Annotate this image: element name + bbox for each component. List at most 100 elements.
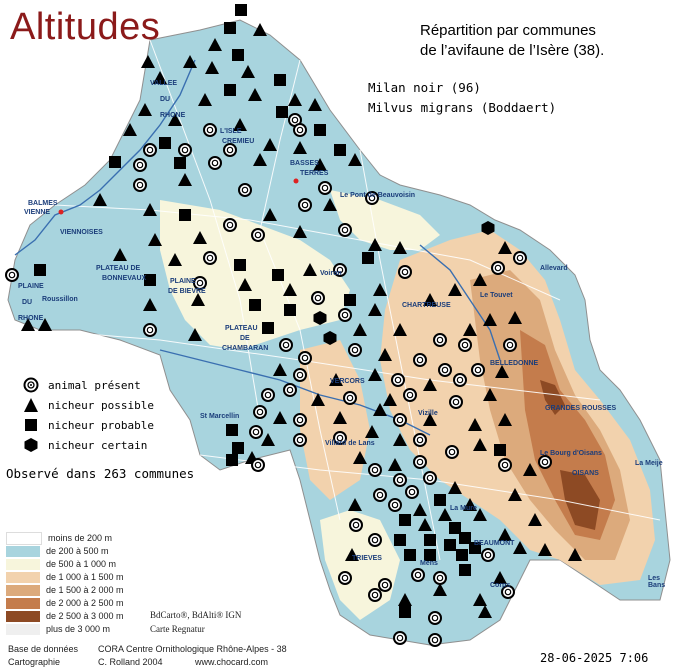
symbol-animal-present xyxy=(203,251,217,265)
symbol-animal-present xyxy=(343,391,357,405)
symbol-nicheur-possible xyxy=(508,311,522,324)
observation-summary: Observé dans 263 communes xyxy=(6,466,195,481)
mountain-area-vercors xyxy=(300,340,370,500)
symbol-animal-present xyxy=(133,158,147,172)
symbol-animal-present xyxy=(318,181,332,195)
symbol-animal-present xyxy=(445,445,459,459)
legend-label: nicheur certain xyxy=(48,438,148,452)
symbol-nicheur-probable xyxy=(434,494,446,506)
base-label: Base de données xyxy=(8,644,79,654)
symbol-nicheur-possible xyxy=(438,508,452,521)
symbol-animal-present xyxy=(458,338,472,352)
symbol-animal-present xyxy=(293,433,307,447)
symbol-nicheur-possible xyxy=(188,328,202,341)
symbol-animal-present xyxy=(178,143,192,157)
place-label: Roussillon xyxy=(42,296,78,303)
place-label: Corps xyxy=(490,582,511,589)
symbol-animal-present xyxy=(293,368,307,382)
symbol-nicheur-probable xyxy=(276,106,288,118)
altitude-swatch xyxy=(6,623,40,635)
symbol-nicheur-probable xyxy=(274,74,286,86)
legend-item-present: animal présent xyxy=(22,376,141,394)
place-label: BALMES xyxy=(28,200,58,207)
place-label: BONNEVAUX xyxy=(102,275,147,282)
symbol-animal-present xyxy=(398,265,412,279)
symbol-nicheur-probable xyxy=(159,137,171,149)
symbol-nicheur-possible xyxy=(368,368,382,381)
symbol-animal-present xyxy=(193,276,207,290)
symbol-nicheur-possible xyxy=(143,298,157,311)
place-label: DE BIEVRE xyxy=(168,288,206,295)
symbol-animal-present xyxy=(471,363,485,377)
symbol-nicheur-possible xyxy=(233,118,247,131)
symbol-nicheur-possible xyxy=(138,103,152,116)
symbol-nicheur-possible xyxy=(498,413,512,426)
place-label: RHONE xyxy=(160,112,186,119)
symbol-nicheur-possible xyxy=(308,98,322,111)
symbol-nicheur-possible xyxy=(528,513,542,526)
symbol-animal-present xyxy=(413,353,427,367)
symbol-animal-present xyxy=(411,568,425,582)
symbol-nicheur-possible xyxy=(463,323,477,336)
symbol-animal-present xyxy=(223,143,237,157)
symbol-animal-present xyxy=(393,473,407,487)
symbol-nicheur-possible xyxy=(513,541,527,554)
symbol-nicheur-possible xyxy=(523,463,537,476)
symbol-nicheur-possible xyxy=(483,388,497,401)
map-title: Altitudes xyxy=(10,6,161,48)
symbol-animal-present xyxy=(349,518,363,532)
symbol-animal-present xyxy=(503,338,517,352)
altitude-legend-row: moins de 200 m xyxy=(6,531,112,545)
symbol-nicheur-probable xyxy=(109,156,121,168)
symbol-nicheur-possible xyxy=(353,323,367,336)
symbol-nicheur-probable xyxy=(334,144,346,156)
observation-symbols xyxy=(5,4,582,647)
symbol-nicheur-possible xyxy=(168,253,182,266)
symbol-nicheur-possible xyxy=(21,318,35,331)
symbol-nicheur-probable xyxy=(444,539,456,551)
symbol-nicheur-probable xyxy=(469,542,481,554)
symbol-nicheur-probable xyxy=(494,444,506,456)
symbol-animal-present xyxy=(143,323,157,337)
symbol-nicheur-probable xyxy=(456,549,468,561)
symbol-nicheur-possible xyxy=(353,451,367,464)
symbol-animal-present xyxy=(433,333,447,347)
symbol-nicheur-possible xyxy=(178,173,192,186)
symbol-animal-present xyxy=(279,338,293,352)
altitude-swatch xyxy=(6,545,40,557)
symbol-nicheur-possible xyxy=(498,528,512,541)
symbol-nicheur-probable xyxy=(394,534,406,546)
place-label: BELLEDONNE xyxy=(490,360,539,367)
header-line-2: de l’avifaune de l’Isère (38). xyxy=(420,42,605,59)
symbol-animal-present xyxy=(428,611,442,625)
symbol-nicheur-possible xyxy=(263,208,277,221)
altitude-legend-row: plus de 3 000 m xyxy=(6,623,110,635)
symbol-nicheur-possible xyxy=(333,411,347,424)
symbol-nicheur-possible xyxy=(468,418,482,431)
altitude-swatch xyxy=(6,597,40,609)
altitude-swatch xyxy=(6,531,42,545)
place-label: Voiron xyxy=(320,270,342,277)
symbol-animal-present xyxy=(253,405,267,419)
symbol-nicheur-possible xyxy=(473,593,487,606)
symbol-animal-present xyxy=(378,578,392,592)
symbol-nicheur-possible xyxy=(248,88,262,101)
symbol-animal-present xyxy=(133,178,147,192)
symbol-nicheur-probable xyxy=(34,264,46,276)
symbol-nicheur-possible xyxy=(38,318,52,331)
symbol-nicheur-possible xyxy=(365,425,379,438)
symbol-animal-present xyxy=(393,413,407,427)
place-label: Le Touvet xyxy=(480,292,513,299)
symbol-nicheur-possible xyxy=(191,293,205,306)
symbol-nicheur-possible xyxy=(143,203,157,216)
square-icon xyxy=(22,416,40,434)
symbol-animal-present xyxy=(501,585,515,599)
symbol-nicheur-probable xyxy=(424,549,436,561)
symbol-nicheur-possible xyxy=(208,38,222,51)
symbol-animal-present xyxy=(251,228,265,242)
symbol-nicheur-probable xyxy=(224,84,236,96)
carto-value: C. Rolland 2004 xyxy=(98,657,163,667)
place-label: RHONE xyxy=(18,315,44,322)
website-link[interactable]: www.chocard.com xyxy=(195,657,269,667)
symbol-nicheur-possible xyxy=(393,241,407,254)
